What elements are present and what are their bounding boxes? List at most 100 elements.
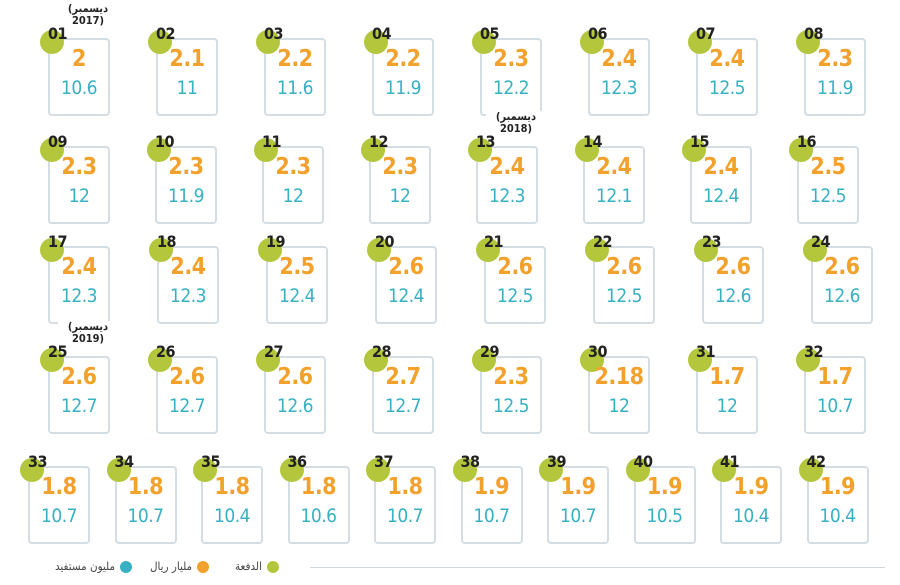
billion-riyal-value: 2.4 bbox=[596, 154, 632, 180]
billion-riyal-value: 2.5 bbox=[279, 254, 315, 280]
installment-number: 17 bbox=[48, 232, 68, 251]
million-beneficiaries-value: 11 bbox=[176, 77, 198, 99]
installment-dot-icon bbox=[279, 458, 304, 482]
billion-riyal-value: 2.4 bbox=[170, 254, 206, 280]
installment-card: 25 2.6 12.7 (ديسمبر 2019) bbox=[30, 321, 130, 443]
legend-billion-riyal: مليار ريال bbox=[150, 559, 210, 573]
installment-swatch-icon bbox=[266, 560, 279, 573]
million-beneficiaries-value: 12 bbox=[282, 185, 304, 207]
installment-number: 09 bbox=[48, 132, 68, 151]
billion-riyal-value: 2.2 bbox=[385, 46, 421, 72]
billion-riyal-value: 1.9 bbox=[819, 474, 856, 500]
installment-card: 29 2.3 12.5 bbox=[462, 342, 562, 443]
billion-riyal-value: 1.8 bbox=[387, 474, 423, 500]
installment-number: 28 bbox=[372, 342, 392, 361]
card-frame bbox=[264, 38, 326, 116]
installment-card: 35 1.8 10.4 bbox=[183, 452, 283, 553]
installment-number: 16 bbox=[797, 132, 817, 151]
installment-card: 30 2.18 12 bbox=[570, 342, 670, 443]
installment-card: 37 1.8 10.7 bbox=[356, 452, 456, 553]
installment-number: 23 bbox=[702, 232, 722, 251]
million-beneficiaries-value: 12.3 bbox=[60, 285, 98, 307]
installment-dot-icon bbox=[796, 348, 820, 372]
billion-riyal-value: 1.8 bbox=[41, 474, 77, 500]
legend-billion-riyal-label: مليار ريال bbox=[150, 559, 193, 573]
card-frame bbox=[156, 356, 218, 434]
installment-dot-icon bbox=[682, 138, 706, 162]
card-frame bbox=[696, 356, 758, 434]
card-frame bbox=[460, 466, 523, 544]
million-beneficiaries-value: 12.4 bbox=[278, 285, 316, 307]
installment-dot-icon bbox=[688, 30, 712, 54]
card-frame bbox=[811, 246, 873, 324]
installment-card: 03 2.2 11.6 bbox=[246, 24, 346, 125]
installment-number: 01 bbox=[48, 24, 68, 43]
million-beneficiaries-value: 12.2 bbox=[492, 77, 530, 99]
billion-riyal-value: 2.6 bbox=[606, 254, 642, 280]
million-beneficiaries-value: 12.5 bbox=[708, 77, 746, 99]
date-annotation: (ديسمبر 2019) bbox=[58, 321, 118, 345]
card-frame bbox=[157, 246, 219, 324]
card-frame bbox=[588, 356, 650, 434]
million-beneficiaries-value: 11.9 bbox=[816, 77, 854, 99]
installment-dot-icon bbox=[539, 458, 563, 482]
installment-card: 32 1.7 10.7 bbox=[786, 342, 886, 443]
legend-installment-label: الدفعة bbox=[235, 559, 262, 573]
card-frame bbox=[690, 146, 752, 224]
installment-dot-icon bbox=[625, 458, 650, 482]
card-frame bbox=[48, 356, 110, 434]
installment-number: 06 bbox=[588, 24, 608, 43]
installment-number: 39 bbox=[547, 452, 567, 471]
million-beneficiaries-value: 10.4 bbox=[213, 505, 251, 527]
card-frame bbox=[374, 466, 436, 544]
installment-number: 18 bbox=[157, 232, 177, 251]
million-beneficiaries-value: 10.5 bbox=[646, 505, 683, 527]
card-frame bbox=[264, 356, 326, 434]
installment-number: 26 bbox=[156, 342, 176, 361]
legend-million-beneficiaries-label: مليون مستفيد bbox=[55, 559, 115, 573]
card-frame bbox=[804, 38, 866, 116]
million-beneficiaries-value: 10.4 bbox=[732, 505, 770, 527]
installment-dot-icon bbox=[472, 348, 496, 372]
million-beneficiaries-value: 10.7 bbox=[40, 505, 78, 527]
billion-riyal-value: 2.7 bbox=[385, 364, 421, 390]
installment-card: 39 1.9 10.7 bbox=[529, 452, 629, 553]
installment-card: 13 2.4 12.3 (ديسمبر 2018) bbox=[458, 111, 558, 233]
installment-dot-icon bbox=[149, 238, 173, 262]
card-frame bbox=[369, 146, 431, 224]
installment-dot-icon bbox=[468, 138, 492, 162]
installment-card: 31 1.7 12 bbox=[678, 342, 778, 443]
million-beneficiaries-value: 12.3 bbox=[488, 185, 526, 207]
card-frame bbox=[266, 246, 328, 324]
card-frame bbox=[28, 466, 90, 544]
installment-number: 36 bbox=[287, 452, 308, 471]
billion-riyal-swatch-icon bbox=[197, 560, 210, 573]
installment-number: 37 bbox=[374, 452, 394, 471]
installment-number: 30 bbox=[588, 342, 608, 361]
installment-card: 09 2.3 12 bbox=[30, 132, 130, 233]
installment-card: 04 2.2 11.9 bbox=[354, 24, 454, 125]
installment-dot-icon bbox=[40, 238, 64, 262]
billion-riyal-value: 2.6 bbox=[824, 254, 860, 280]
legend: الدفعة مليار ريال مليون مستفيد bbox=[0, 552, 900, 582]
card-frame bbox=[48, 146, 110, 224]
installment-card: 24 2.6 12.6 bbox=[793, 232, 893, 333]
billion-riyal-value: 2.3 bbox=[817, 46, 853, 72]
million-beneficiaries-value: 12.3 bbox=[169, 285, 207, 307]
installment-card: 41 1.9 10.4 bbox=[702, 452, 802, 553]
installment-dot-icon bbox=[575, 138, 599, 162]
installment-card: 36 1.8 10.6 bbox=[270, 452, 370, 553]
million-beneficiaries-value: 12.6 bbox=[823, 285, 861, 307]
billion-riyal-value: 2.6 bbox=[497, 254, 533, 280]
installment-card: 08 2.3 11.9 bbox=[786, 24, 886, 125]
million-beneficiaries-value: 12.5 bbox=[809, 185, 847, 207]
installment-card: 33 1.8 10.7 bbox=[10, 452, 110, 553]
installment-number: 04 bbox=[372, 24, 392, 43]
billion-riyal-value: 2.1 bbox=[169, 46, 205, 72]
legend-million-beneficiaries: مليون مستفيد bbox=[55, 559, 132, 573]
installment-number: 32 bbox=[804, 342, 824, 361]
installment-card: 20 2.6 12.4 bbox=[357, 232, 457, 333]
installment-dot-icon bbox=[364, 348, 388, 372]
installment-card: 22 2.6 12.5 bbox=[575, 232, 675, 333]
installment-number: 25 bbox=[48, 342, 68, 361]
